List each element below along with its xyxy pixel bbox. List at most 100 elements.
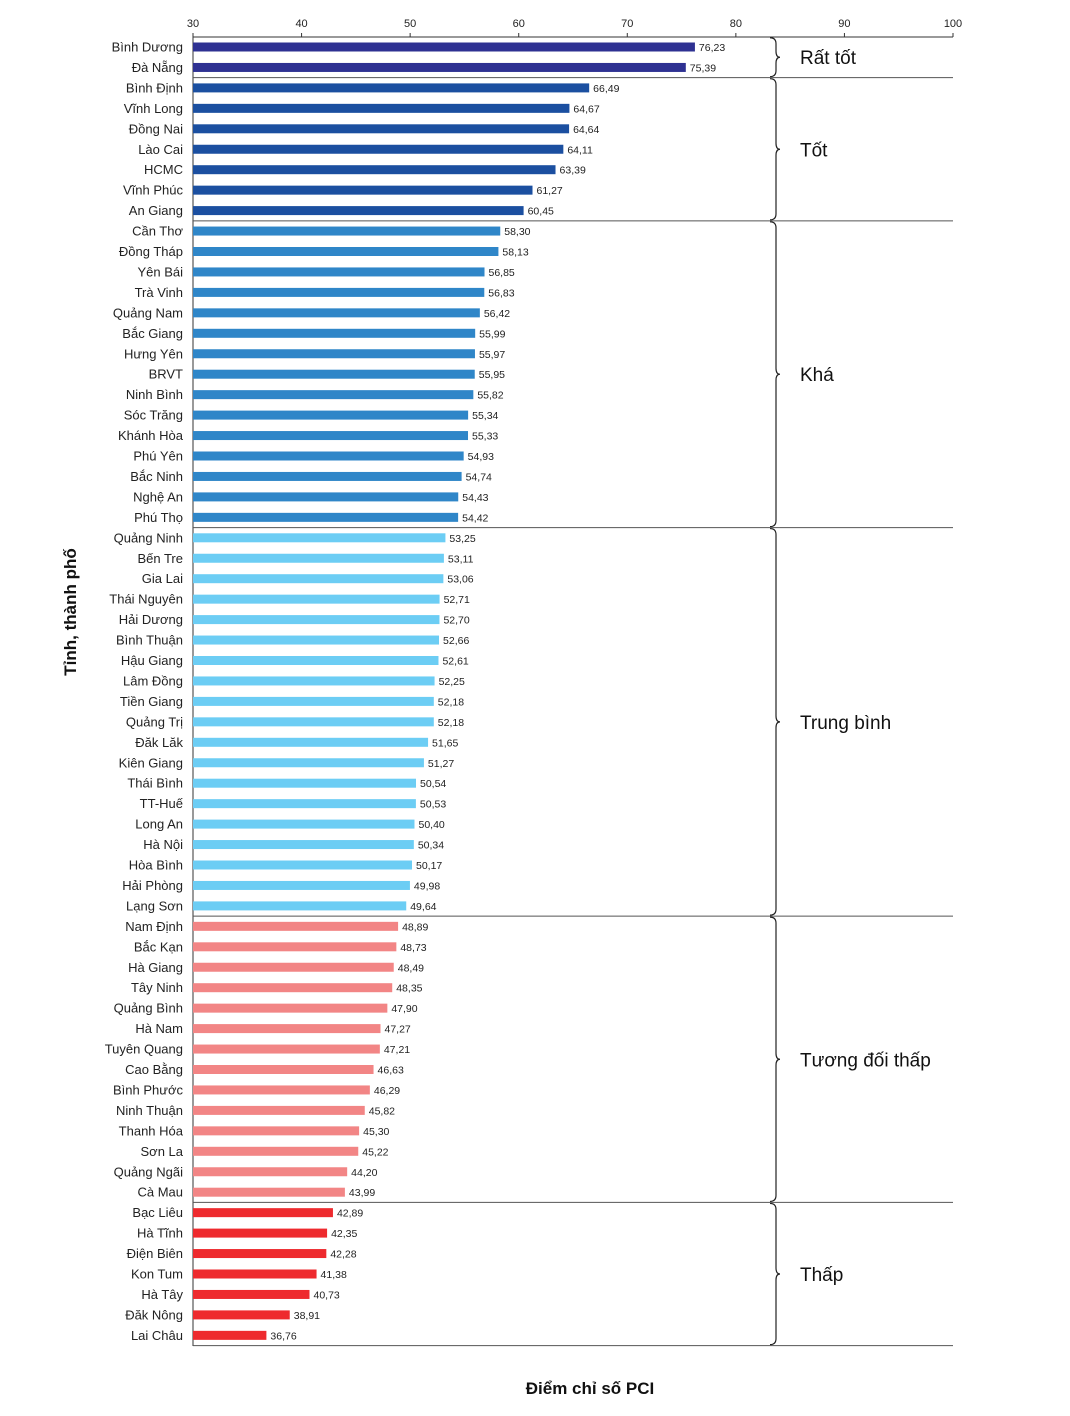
data-label: 47,27 <box>385 1024 411 1036</box>
category-label: Bắc Kạn <box>134 939 183 954</box>
category-label: Vĩnh Phúc <box>123 183 183 198</box>
data-label: 64,11 <box>567 144 593 156</box>
data-label: 53,11 <box>448 553 474 565</box>
category-label: Cần Thơ <box>132 224 183 239</box>
data-label: 55,82 <box>477 390 503 402</box>
category-label: Đà Nẵng <box>132 60 183 75</box>
category-label: Quảng Trị <box>126 714 183 729</box>
category-label: Quảng Ngãi <box>114 1164 183 1179</box>
category-label: Vĩnh Long <box>124 101 183 116</box>
bar <box>193 62 686 72</box>
data-label: 56,42 <box>484 308 510 320</box>
category-label: BRVT <box>149 367 183 382</box>
bar <box>193 410 469 420</box>
category-label: Hòa Bình <box>129 858 183 873</box>
group-label: Rất tốt <box>800 48 857 69</box>
category-label: Hậu Giang <box>121 653 183 668</box>
bar <box>193 369 475 379</box>
bar <box>193 594 440 604</box>
bar <box>193 185 533 195</box>
bar <box>193 1146 359 1156</box>
bar <box>193 1024 381 1034</box>
bar <box>193 1330 267 1340</box>
bar <box>193 226 501 236</box>
category-label: Bắc Giang <box>122 326 183 341</box>
data-label: 52,66 <box>443 635 469 647</box>
group-bracket <box>769 527 781 916</box>
data-label: 58,13 <box>502 247 528 259</box>
category-label: Lâm Đồng <box>123 673 183 688</box>
data-label: 50,53 <box>420 799 446 811</box>
bar <box>193 328 476 338</box>
group-label: Tốt <box>800 140 828 161</box>
data-label: 49,64 <box>410 901 436 913</box>
bar <box>193 983 393 993</box>
data-label: 52,18 <box>438 696 464 708</box>
y-axis-title: Tỉnh, thành phố <box>61 548 80 675</box>
data-label: 52,25 <box>439 676 465 688</box>
category-label: Điện Biên <box>127 1246 183 1261</box>
category-label: Lai Châu <box>131 1328 183 1343</box>
data-label: 48,89 <box>402 921 428 933</box>
bar <box>193 737 429 747</box>
category-label: Hà Nội <box>143 837 183 852</box>
x-tick-label: 90 <box>838 18 850 30</box>
data-label: 50,54 <box>420 778 446 790</box>
data-label: 46,63 <box>378 1065 404 1077</box>
bar <box>193 492 459 502</box>
category-label: Bình Phước <box>113 1082 183 1097</box>
data-label: 55,95 <box>479 369 505 381</box>
bar <box>193 1289 310 1299</box>
data-label: 44,20 <box>351 1167 377 1179</box>
data-label: 58,30 <box>504 226 530 238</box>
bars: Bình Dương 76,23 Đà Nẵng 75,39 Bình Định 66,4… <box>105 40 726 1343</box>
data-label: 36,76 <box>270 1330 296 1342</box>
category-label: Kiên Giang <box>119 755 183 770</box>
category-label: Yên Bái <box>137 264 183 279</box>
data-label: 54,43 <box>462 492 488 504</box>
category-label: Ninh Bình <box>126 387 183 402</box>
category-label: Hà Nam <box>135 1021 183 1036</box>
category-label: Thái Bình <box>127 776 183 791</box>
category-label: Hải Dương <box>119 612 183 627</box>
group-label: Thấp <box>800 1265 843 1286</box>
data-label: 45,22 <box>362 1146 388 1158</box>
bar <box>193 758 424 768</box>
bar <box>193 471 462 481</box>
x-axis-title: Điểm chỉ số PCI <box>526 1379 654 1398</box>
data-label: 54,93 <box>468 451 494 463</box>
category-label: Quảng Bình <box>114 1001 183 1016</box>
category-label: Khánh Hòa <box>118 428 184 443</box>
bar <box>193 1208 333 1218</box>
data-label: 46,29 <box>374 1085 400 1097</box>
group-bracket <box>769 916 781 1203</box>
bar <box>193 1003 388 1013</box>
category-label: Tuyên Quang <box>105 1042 183 1057</box>
category-label: Gia Lai <box>142 571 183 586</box>
bar <box>193 696 434 706</box>
bar <box>193 206 524 216</box>
data-label: 45,30 <box>363 1126 389 1138</box>
x-tick-label: 80 <box>730 18 742 30</box>
data-label: 64,64 <box>573 124 599 136</box>
category-label: Nghệ An <box>133 489 183 504</box>
data-label: 51,65 <box>432 737 458 749</box>
group-bracket <box>769 221 781 528</box>
category-label: Long An <box>135 817 183 832</box>
data-label: 51,27 <box>428 758 454 770</box>
data-label: 42,28 <box>330 1249 356 1261</box>
bar <box>193 165 556 175</box>
bar <box>193 860 412 870</box>
category-label: Hà Tĩnh <box>137 1226 183 1241</box>
bar <box>193 1187 345 1197</box>
category-label: An Giang <box>129 203 183 218</box>
data-label: 76,23 <box>699 42 725 54</box>
bar <box>193 390 474 400</box>
bar <box>193 1085 370 1095</box>
bar <box>193 880 410 890</box>
bar <box>193 778 417 788</box>
data-label: 54,74 <box>466 471 492 483</box>
data-label: 50,40 <box>418 819 444 831</box>
data-label: 56,83 <box>488 287 514 299</box>
